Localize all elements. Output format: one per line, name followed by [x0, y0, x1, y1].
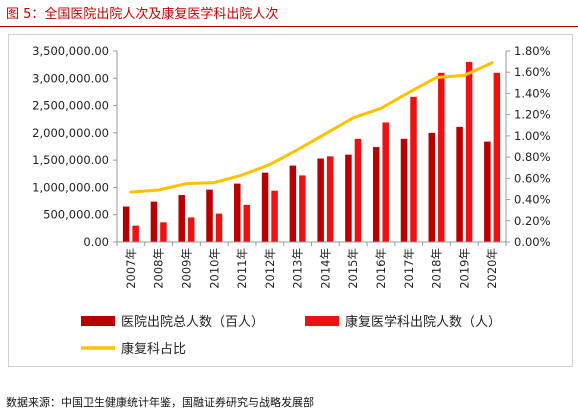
bar-rehab-discharges: [160, 222, 167, 242]
legend-label: 康复医学科出院人数（人）: [345, 314, 501, 330]
x-tick-label: 2019年: [457, 248, 471, 289]
bar-hospital-discharges: [428, 132, 436, 242]
y-left-tick-label: 0.00: [83, 235, 109, 249]
y-left-tick-label: 2,500,000.00: [32, 99, 109, 113]
x-tick-label: 2009年: [179, 248, 193, 289]
bar-hospital-discharges: [484, 141, 491, 242]
y-right-tick-label: 1.00%: [514, 129, 551, 143]
y-left-tick-label: 500,000.00: [43, 208, 109, 222]
ratio-line: [129, 61, 494, 194]
legend-label: 康复科占比: [121, 341, 186, 357]
bar-rehab-discharges: [187, 217, 195, 242]
y-left-tick-label: 3,000,000.00: [32, 71, 109, 85]
y-left-tick-label: 1,000,000.00: [32, 180, 109, 194]
x-tick-label: 2014年: [318, 248, 332, 289]
figure-title: 图 5：全国医院出院人次及康复医学科出院人次: [6, 7, 279, 22]
y-right-tick-label: 1.80%: [514, 44, 551, 58]
bar-hospital-discharges: [178, 195, 185, 242]
legend-swatch-1: [305, 316, 339, 326]
x-tick-label: 2020年: [485, 248, 499, 289]
bar-hospital-discharges: [234, 183, 241, 242]
y-right-tick-label: 0.00%: [514, 235, 551, 249]
y-right-tick-label: 1.60%: [514, 65, 551, 79]
title-divider: [0, 26, 578, 27]
bar-rehab-discharges: [438, 72, 445, 242]
y-left-tick-label: 2,000,000.00: [32, 126, 109, 140]
bar-rehab-discharges: [493, 72, 501, 242]
bar-rehab-discharges: [271, 190, 278, 242]
x-tick-label: 2016年: [374, 248, 388, 289]
y-left-tick-label: 1,500,000.00: [32, 153, 109, 167]
chart-svg: 0.00 500,000.00 1,000,000.00 1,500,000.00 2,…: [32, 44, 551, 357]
x-tick-label: 2007年: [124, 248, 138, 289]
legend-swatch-0: [81, 316, 115, 326]
legend-label: 医院出院总人数（百人）: [121, 315, 264, 330]
x-tick-label: 2011年: [235, 248, 249, 289]
source-note: 数据来源：中国卫生健康统计年鉴，国融证券研究与战略发展部: [6, 396, 314, 409]
y-left-tick-label: 3,500,000.00: [32, 44, 109, 58]
y-right-tick-label: 1.20%: [514, 108, 551, 122]
bar-hospital-discharges: [317, 158, 324, 242]
bar-hospital-discharges: [456, 126, 463, 242]
bar-rehab-discharges: [299, 175, 306, 242]
bar-hospital-discharges: [122, 206, 130, 242]
x-tick-label: 2013年: [291, 248, 305, 289]
x-tick-label: 2018年: [430, 248, 444, 289]
bar-rehab-discharges: [326, 156, 334, 242]
y-right-tick-label: 0.60%: [514, 171, 551, 185]
bar-hospital-discharges: [372, 147, 380, 242]
chart-frame: 0.00 500,000.00 1,000,000.00 1,500,000.00 2,…: [8, 34, 573, 367]
bar-rehab-discharges: [243, 204, 251, 242]
x-tick-label: 2015年: [346, 248, 360, 289]
bar-hospital-discharges: [150, 201, 158, 242]
bar-hospital-discharges: [206, 189, 213, 242]
y-right-tick-label: 0.80%: [514, 150, 551, 164]
bar-rehab-discharges: [410, 96, 417, 242]
bar-rehab-discharges: [382, 122, 389, 242]
x-tick-label: 2008年: [152, 248, 166, 289]
x-tick-label: 2010年: [207, 248, 221, 289]
y-right-tick-label: 0.40%: [514, 193, 551, 207]
bar-rehab-discharges: [354, 138, 362, 242]
bar-hospital-discharges: [289, 165, 297, 242]
bar-rehab-discharges: [465, 61, 473, 243]
bar-hospital-discharges: [261, 172, 269, 242]
bar-rehab-discharges: [215, 213, 223, 242]
y-right-tick-label: 1.40%: [514, 86, 551, 100]
x-tick-label: 2017年: [402, 248, 416, 289]
bar-hospital-discharges: [400, 138, 408, 242]
y-right-tick-label: 0.20%: [514, 214, 551, 228]
bar-hospital-discharges: [345, 154, 352, 242]
bar-rehab-discharges: [132, 225, 139, 242]
x-tick-label: 2012年: [263, 248, 277, 289]
